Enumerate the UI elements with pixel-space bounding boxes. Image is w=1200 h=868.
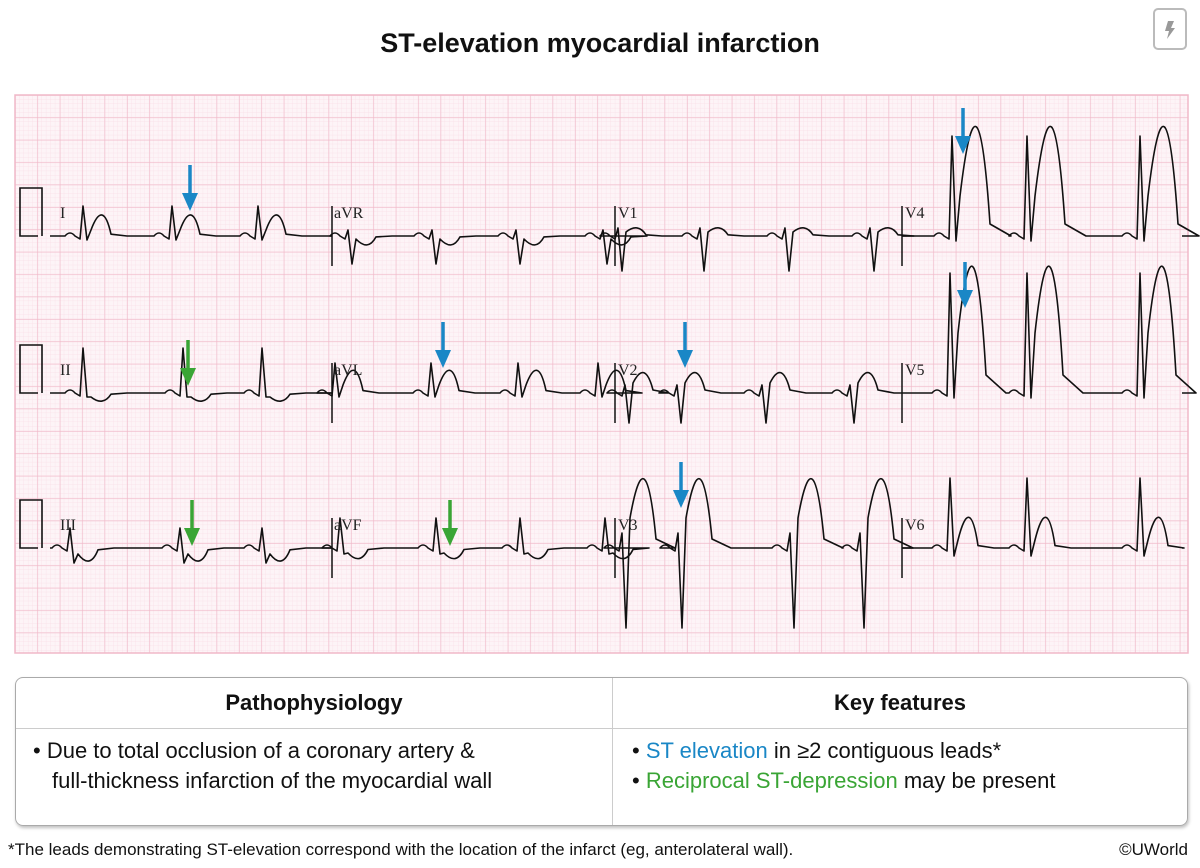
feature-reciprocal-depression: • Reciprocal ST-depression may be presen…	[632, 766, 1055, 796]
calibration-pulse	[19, 499, 43, 549]
ecg-trace-V2	[606, 371, 902, 424]
feature-text: in ≥2 contiguous leads*	[767, 738, 1002, 763]
lead-label-III: III	[60, 517, 76, 534]
feature-st-elevation: • ST elevation in ≥2 contiguous leads*	[632, 736, 1055, 766]
ecg-trace-I	[50, 205, 332, 241]
pathophysiology-text: • Due to total occlusion of a coronary a…	[33, 736, 492, 796]
arrow-II	[180, 340, 196, 386]
lead-label-aVF: aVF	[334, 517, 362, 534]
ecg-trace-V5	[902, 265, 1197, 399]
ecg-trace-V1	[599, 227, 915, 272]
calibration-pulse	[19, 187, 43, 237]
arrow-V2	[677, 322, 693, 368]
ecg-trace-aVF	[321, 517, 650, 560]
page-title: ST-elevation myocardial infarction	[380, 28, 820, 58]
arrow-V3	[673, 462, 689, 508]
arrow-I	[182, 165, 198, 211]
arrow-V5	[957, 262, 973, 308]
arrow-III	[184, 500, 200, 546]
header-key-features: Key features	[613, 678, 1187, 729]
patho-line-1: • Due to total occlusion of a coronary a…	[33, 738, 475, 763]
st-depression-highlight: Reciprocal ST-depression	[645, 768, 898, 793]
lead-label-V3: V3	[618, 517, 638, 534]
lead-label-II: II	[60, 362, 71, 379]
key-features-list: • ST elevation in ≥2 contiguous leads* •…	[632, 736, 1055, 796]
ecg-trace-V4	[902, 125, 1200, 242]
copyright: ©UWorld	[1119, 840, 1188, 859]
lead-label-V6: V6	[905, 517, 925, 534]
calibration-pulse	[19, 344, 43, 394]
ecg-trace-aVL	[316, 362, 643, 398]
ecg-trace-aVR	[329, 229, 648, 265]
lightning-card-icon[interactable]	[1153, 8, 1187, 50]
arrow-V4	[955, 108, 971, 154]
lead-label-aVL: aVL	[334, 362, 362, 379]
footnote: *The leads demonstrating ST-elevation co…	[8, 840, 794, 859]
lead-label-V1: V1	[618, 205, 638, 222]
ecg-trace-III	[50, 527, 332, 564]
ecg-trace-V6	[902, 477, 1185, 557]
ecg-trace-V3	[603, 478, 914, 629]
bullet: •	[632, 768, 646, 793]
feature-text: may be present	[897, 768, 1056, 793]
lead-label-V5: V5	[905, 362, 925, 379]
patho-line-2: full-thickness infarction of the myocard…	[52, 768, 493, 793]
summary-table: Pathophysiology Key features • Due to to…	[15, 677, 1188, 826]
header-pathophysiology: Pathophysiology	[16, 678, 612, 729]
lead-label-aVR: aVR	[334, 205, 364, 222]
lead-label-V4: V4	[905, 205, 925, 222]
arrow-aVL	[435, 322, 451, 368]
lead-label-V2: V2	[618, 362, 638, 379]
st-elevation-highlight: ST elevation	[645, 738, 768, 763]
arrow-aVF	[442, 500, 458, 546]
column-divider	[612, 678, 613, 825]
lead-label-I: I	[60, 205, 65, 222]
bullet: •	[632, 738, 646, 763]
